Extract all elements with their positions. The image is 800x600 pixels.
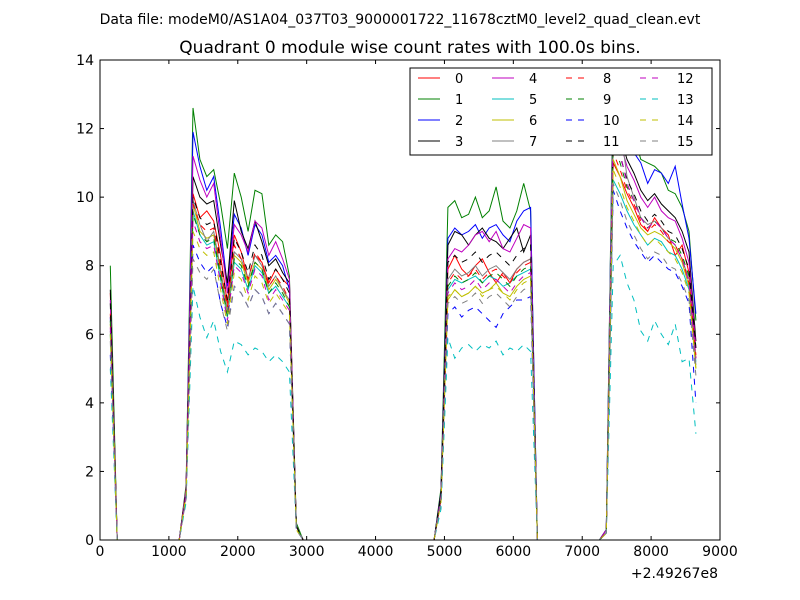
series-line-11 (109, 135, 697, 541)
legend-label-9: 9 (603, 93, 611, 108)
legend-label-5: 5 (529, 93, 537, 108)
legend-label-8: 8 (603, 72, 611, 87)
legend-box (409, 67, 713, 156)
x-tick-label: 9000 (702, 544, 738, 560)
x-tick-label: 0 (96, 544, 105, 560)
x-tick-label: 6000 (496, 544, 532, 560)
legend-label-1: 1 (455, 93, 463, 108)
legend-label-12: 12 (677, 72, 694, 87)
legend-label-2: 2 (455, 114, 463, 129)
axes-frame (99, 59, 721, 541)
y-tick-label: 0 (85, 533, 94, 549)
y-tick-label: 14 (76, 53, 94, 69)
x-tick-label: 2000 (220, 544, 256, 560)
legend-label-6: 6 (529, 114, 537, 129)
legend-label-0: 0 (455, 72, 463, 87)
y-tick-label: 10 (76, 190, 94, 206)
x-tick-label: 5000 (427, 544, 463, 560)
legend-label-4: 4 (529, 72, 537, 87)
y-tick-label: 8 (85, 259, 94, 275)
y-tick-label: 4 (85, 396, 94, 412)
x-axis-offset-label: +2.49267e8 (631, 566, 718, 582)
tick-layer: 0 1000 2000 3000 4000 5000 6000 7000 8000 9000 0 2 4… (76, 53, 738, 560)
x-tick-label: 7000 (564, 544, 600, 560)
legend-label-13: 13 (677, 93, 694, 108)
y-tick-label: 6 (85, 327, 94, 343)
x-tick-label: 1000 (151, 544, 187, 560)
legend-label-7: 7 (529, 135, 537, 150)
y-tick-label: 12 (76, 122, 94, 138)
x-tick-label: 3000 (289, 544, 325, 560)
legend-label-15: 15 (677, 135, 694, 150)
y-tick-label: 2 (85, 464, 94, 480)
x-tick-label: 4000 (358, 544, 394, 560)
legend-label-10: 10 (603, 114, 620, 129)
figure-suptitle: Data file: modeM0/AS1A04_037T03_90000017… (100, 12, 701, 28)
legend-label-11: 11 (603, 135, 620, 150)
legend-label-3: 3 (455, 135, 463, 150)
x-tick-label: 8000 (633, 544, 669, 560)
chart-title: Quadrant 0 module wise count rates with … (179, 38, 640, 58)
legend-label-14: 14 (677, 114, 694, 129)
plot-area: 0 1000 2000 3000 4000 5000 6000 7000 8000 9000 0 2 4… (76, 53, 738, 560)
